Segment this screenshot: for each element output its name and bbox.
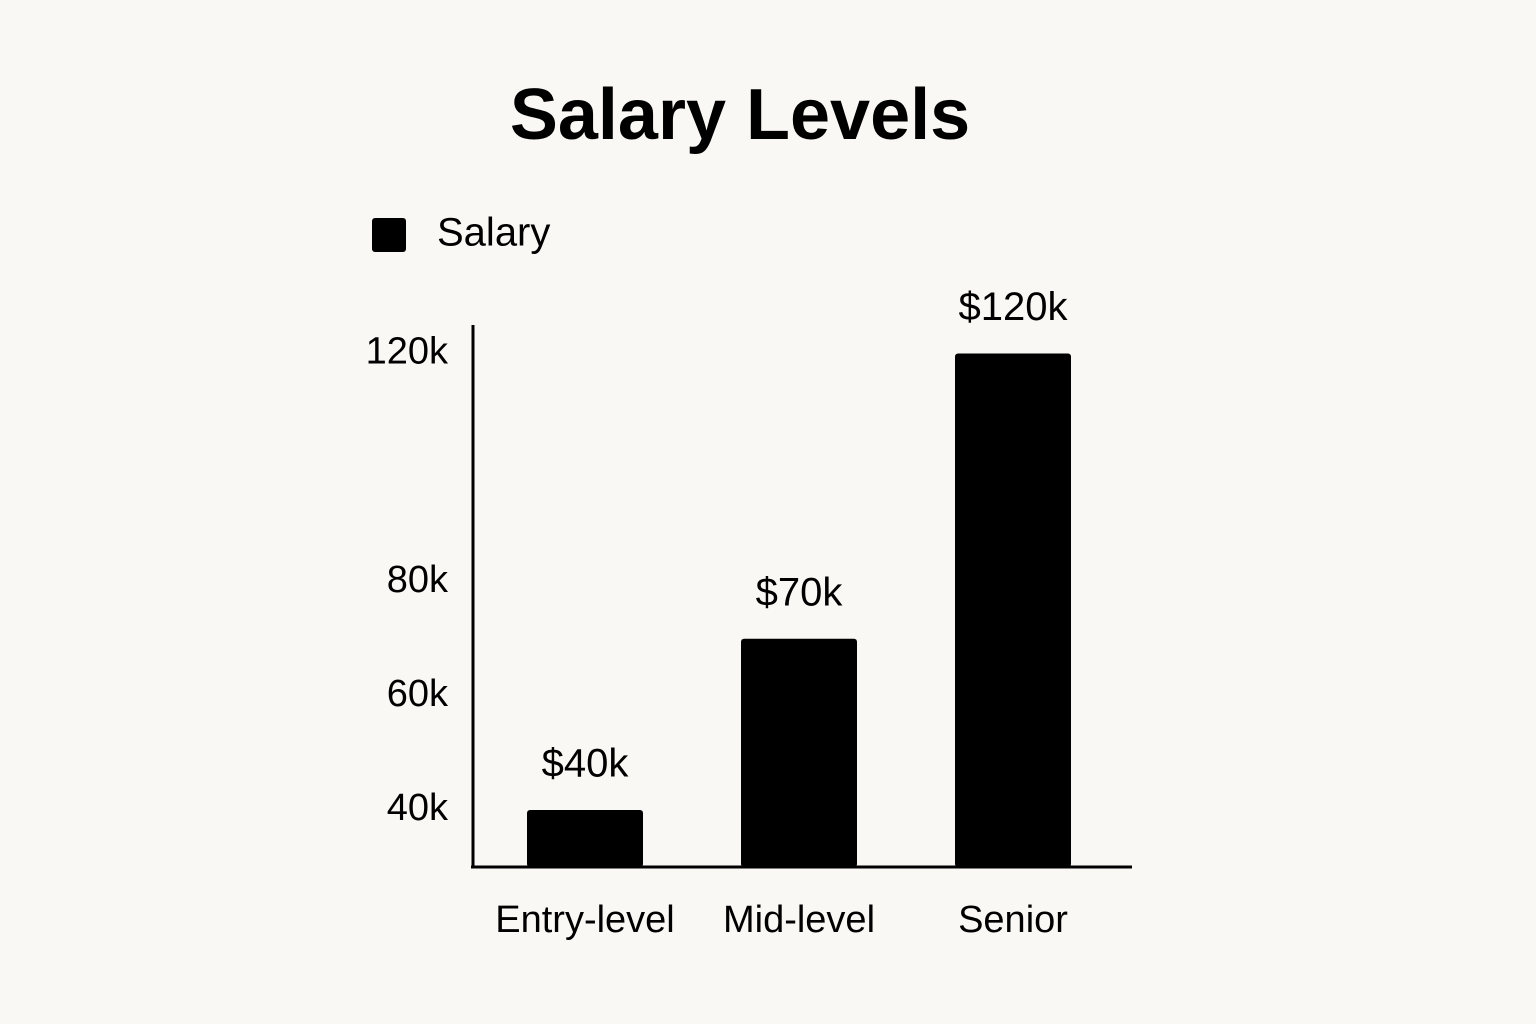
bar bbox=[741, 638, 857, 867]
x-tick-label: Senior bbox=[958, 899, 1068, 941]
y-tick-label: 80k bbox=[387, 559, 449, 601]
bar bbox=[527, 809, 643, 867]
x-tick-label: Mid-level bbox=[723, 899, 875, 941]
y-tick-label: 40k bbox=[387, 787, 449, 829]
bar bbox=[955, 353, 1071, 867]
x-tick-label: Entry-level bbox=[495, 899, 675, 941]
value-label: $70k bbox=[756, 570, 844, 614]
value-label: $40k bbox=[542, 742, 630, 786]
legend-swatch bbox=[372, 218, 406, 252]
y-tick-label: 120k bbox=[366, 331, 449, 373]
chart-title: Salary Levels bbox=[510, 75, 970, 155]
y-tick-label: 60k bbox=[387, 673, 449, 715]
legend-label: Salary bbox=[437, 211, 550, 255]
value-label: $120k bbox=[959, 285, 1069, 329]
